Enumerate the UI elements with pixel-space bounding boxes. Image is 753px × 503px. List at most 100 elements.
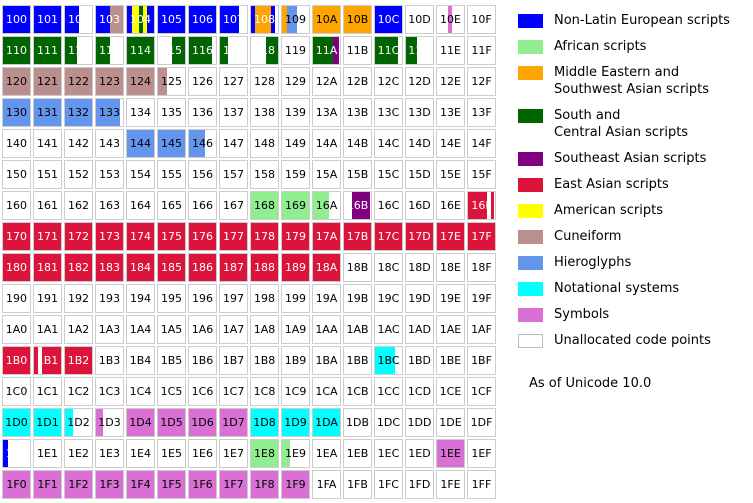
- code-block-cell: 1CC: [374, 377, 403, 406]
- code-block-cell: 11F: [467, 36, 496, 65]
- code-block-cell: 1A8: [250, 315, 279, 344]
- code-point-label: 10B: [346, 13, 369, 26]
- category-fill: [127, 37, 154, 64]
- code-point-label: 111: [37, 44, 58, 57]
- code-point-label: 17E: [440, 230, 461, 243]
- code-point-label: 18D: [408, 261, 431, 274]
- code-point-label: 12C: [377, 75, 400, 88]
- code-block-cell: 188: [250, 253, 279, 282]
- code-block-cell: 13D: [405, 98, 434, 127]
- category-fill: [96, 254, 123, 281]
- code-block-cell: 1CF: [467, 377, 496, 406]
- code-point-label: 126: [192, 75, 213, 88]
- code-point-label: 1FE: [440, 478, 461, 491]
- code-point-label: 1C9: [284, 385, 307, 398]
- category-fill: [406, 37, 417, 64]
- code-block-cell: 10D: [405, 5, 434, 34]
- category-fill: [447, 6, 452, 33]
- category-fill: [251, 254, 278, 281]
- code-point-label: 135: [161, 106, 182, 119]
- category-fill: [127, 6, 133, 33]
- code-block-cell: 1CE: [436, 377, 465, 406]
- category-fill: [344, 192, 353, 219]
- code-point-label: 1FD: [408, 478, 431, 491]
- code-point-label: 102: [68, 13, 89, 26]
- category-fill: [96, 223, 123, 250]
- code-point-label: 194: [130, 292, 151, 305]
- code-point-label: 1B2: [67, 354, 90, 367]
- code-block-cell: 108: [250, 5, 279, 34]
- category-fill: [282, 409, 309, 436]
- code-point-label: 18F: [471, 261, 492, 274]
- code-point-label: 11E: [440, 44, 461, 57]
- code-block-cell: 1DA: [312, 408, 341, 437]
- category-fill: [158, 254, 185, 281]
- legend-label: Hieroglyphs: [554, 255, 632, 270]
- code-point-label: 1DB: [345, 416, 369, 429]
- code-point-label: 1CB: [346, 385, 369, 398]
- code-block-cell: 11B: [343, 36, 372, 65]
- code-block-cell: 17F: [467, 222, 496, 251]
- code-block-cell: 11D: [405, 36, 434, 65]
- category-fill: [158, 130, 185, 157]
- code-point-label: 1A6: [191, 323, 214, 336]
- code-point-label: 179: [285, 230, 306, 243]
- legend-label: East Asian scripts: [554, 177, 669, 192]
- code-block-cell: 139: [281, 98, 310, 127]
- code-point-label: 144: [130, 137, 151, 150]
- code-block-cell: 121: [33, 67, 62, 96]
- code-point-label: 191: [37, 292, 58, 305]
- code-point-label: 172: [68, 230, 89, 243]
- code-block-cell: 171: [33, 222, 62, 251]
- code-point-label: 153: [99, 168, 120, 181]
- code-block-cell: 151: [33, 160, 62, 189]
- legend-label: South and Central Asian scripts: [554, 108, 689, 140]
- code-block-cell: 1BF: [467, 346, 496, 375]
- code-point-label: 17D: [408, 230, 431, 243]
- code-point-label: 1E3: [99, 447, 120, 460]
- category-fill: [189, 471, 216, 498]
- code-block-cell: 13B: [343, 98, 372, 127]
- code-point-label: 154: [130, 168, 151, 181]
- code-point-label: 1A4: [129, 323, 152, 336]
- category-fill: [437, 6, 448, 33]
- category-fill: [352, 192, 370, 219]
- category-fill: [34, 99, 61, 126]
- code-point-label: 162: [68, 199, 89, 212]
- code-point-label: 15C: [377, 168, 400, 181]
- code-block-cell: 16C: [374, 191, 403, 220]
- code-block-cell: 185: [157, 253, 186, 282]
- code-point-label: 103: [99, 13, 120, 26]
- code-block-cell: 11C: [374, 36, 403, 65]
- legend: Non-Latin European scripts African script…: [518, 12, 750, 358]
- code-block-cell: 1B4: [126, 346, 155, 375]
- category-fill: [3, 99, 30, 126]
- category-fill: [189, 6, 216, 33]
- code-point-grid: 100 101 102 103 104 105 106 107 108 109 10A 10B 10C 1…: [2, 5, 498, 501]
- code-point-label: 17B: [346, 230, 369, 243]
- code-block-cell: 111: [33, 36, 62, 65]
- code-point-label: 145: [161, 137, 182, 150]
- category-fill: [375, 223, 402, 250]
- code-point-label: 137: [223, 106, 244, 119]
- code-block-cell: 147: [219, 129, 248, 158]
- code-point-label: 1C4: [129, 385, 152, 398]
- category-fill: [282, 440, 291, 467]
- code-block-cell: 14C: [374, 129, 403, 158]
- code-block-cell: 123: [95, 67, 124, 96]
- code-point-label: 197: [223, 292, 244, 305]
- legend-swatch: [518, 230, 543, 244]
- category-fill: [251, 440, 278, 467]
- code-block-cell: 180: [2, 253, 31, 282]
- code-point-label: 110: [6, 44, 27, 57]
- code-point-label: 1EF: [471, 447, 492, 460]
- code-block-cell: 119: [281, 36, 310, 65]
- legend-item: Middle Eastern and Southwest Asian scrip…: [518, 64, 750, 98]
- legend-item: East Asian scripts: [518, 176, 750, 193]
- code-point-label: 10A: [315, 13, 338, 26]
- code-point-label: 1B8: [253, 354, 276, 367]
- code-point-label: 112: [68, 44, 89, 57]
- code-point-label: 1DA: [315, 416, 338, 429]
- category-fill: [127, 130, 154, 157]
- code-point-label: 14A: [315, 137, 338, 150]
